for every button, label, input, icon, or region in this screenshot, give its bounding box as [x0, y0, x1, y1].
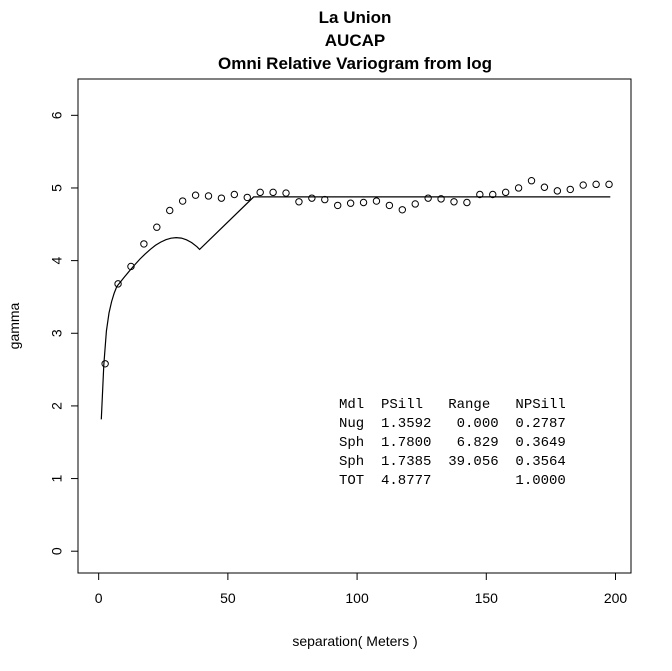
data-point	[372, 197, 381, 205]
model-table-row: Sph 1.7385 39.056 0.3564	[339, 454, 566, 470]
data-point	[243, 193, 251, 202]
data-point	[334, 201, 342, 210]
data-point	[385, 201, 394, 210]
data-point	[282, 189, 290, 197]
data-point	[256, 188, 264, 197]
y-tick-label: 6	[49, 111, 65, 119]
x-tick-label: 50	[220, 590, 236, 606]
y-tick-label: 4	[49, 257, 65, 265]
x-axis-label: separation( Meters )	[292, 633, 417, 649]
data-point	[359, 198, 368, 207]
model-table-row: Nug 1.3592 0.000 0.2787	[339, 416, 566, 432]
data-point	[489, 190, 497, 199]
model-table-header: Mdl PSill Range NPSill	[339, 397, 566, 413]
data-point	[514, 184, 523, 192]
model-table: Mdl PSill Range NPSill Nug 1.3592 0.000 …	[339, 397, 566, 489]
data-point	[592, 180, 600, 189]
y-tick-label: 0	[49, 547, 65, 555]
data-point	[540, 183, 549, 191]
x-tick-label: 100	[345, 590, 369, 606]
data-point	[308, 194, 316, 202]
data-point	[566, 185, 574, 194]
data-point	[321, 195, 329, 204]
y-tick-label: 3	[49, 329, 65, 337]
title-line-2: AUCAP	[325, 31, 385, 50]
plot-frame	[77, 78, 632, 574]
data-point	[101, 360, 109, 368]
x-axis: 0 50 100 150 200	[95, 572, 628, 606]
data-point	[398, 206, 407, 214]
data-point	[217, 194, 226, 202]
y-tick-label: 2	[49, 402, 65, 410]
y-tick-label: 5	[49, 184, 65, 192]
y-axis: 0 1 2 3 4 5 6	[49, 111, 79, 555]
data-point	[269, 188, 277, 197]
data-point	[140, 240, 148, 248]
title-line-3: Omni Relative Variogram from log	[218, 54, 492, 73]
data-point	[579, 181, 587, 189]
x-tick-label: 150	[475, 590, 499, 606]
x-tick-label: 200	[604, 590, 628, 606]
data-point	[153, 223, 161, 231]
data-point	[346, 199, 355, 207]
data-point	[127, 262, 135, 271]
data-point	[114, 280, 122, 288]
data-point	[411, 200, 419, 208]
chart-title: La Union AUCAP Omni Relative Variogram f…	[218, 8, 492, 73]
y-axis-label: gamma	[6, 302, 22, 349]
y-tick-label: 1	[49, 474, 65, 482]
variogram-points-series	[101, 177, 613, 368]
model-table-row: TOT 4.8777 1.0000	[339, 473, 566, 489]
data-point	[191, 191, 200, 199]
data-point	[463, 198, 471, 207]
data-point	[527, 177, 536, 185]
model-table-row: Sph 1.7800 6.829 0.3649	[339, 435, 566, 451]
model-line-series	[100, 196, 611, 420]
x-tick-label: 0	[95, 590, 103, 606]
data-point	[437, 195, 445, 203]
model-curve	[100, 196, 611, 420]
data-point	[230, 190, 239, 199]
data-point	[450, 198, 458, 206]
title-line-1: La Union	[319, 8, 392, 27]
data-point	[605, 180, 613, 189]
data-point	[204, 192, 213, 200]
data-point	[178, 197, 187, 205]
data-point	[501, 188, 510, 197]
data-point	[553, 187, 562, 195]
data-point	[166, 206, 174, 215]
data-point	[295, 198, 303, 206]
data-point	[424, 194, 432, 202]
data-point	[476, 190, 484, 199]
